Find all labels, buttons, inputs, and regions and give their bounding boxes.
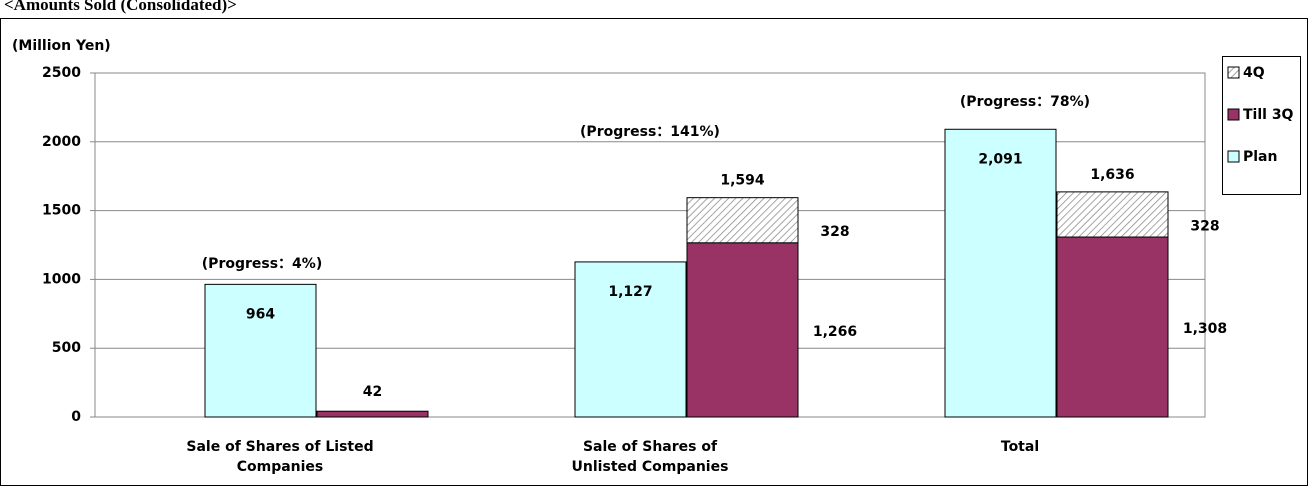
chart-title: <Amounts Sold (Consolidated)>: [4, 0, 237, 14]
bar: [574, 261, 687, 418]
x-tick-label: Total: [1001, 439, 1039, 455]
bar: [204, 283, 317, 418]
value-label: 1,308: [1183, 321, 1227, 337]
y-tick-label: 0: [71, 409, 81, 425]
legend-swatch: [1227, 150, 1240, 163]
value-label: 1,266: [813, 324, 857, 340]
y-tick-label: 2000: [42, 134, 81, 150]
y-tick-label: 1500: [42, 203, 81, 219]
bar: [1056, 191, 1169, 238]
value-label: 1,127: [608, 284, 652, 300]
y-tick-label: 1000: [42, 271, 81, 287]
value-label: 328: [820, 224, 849, 240]
y-tick-label: 500: [52, 340, 81, 356]
total-label: 1,636: [1090, 167, 1134, 183]
value-label: 42: [363, 384, 382, 400]
legend-label: Till 3Q: [1243, 107, 1294, 123]
bar: [1056, 236, 1169, 418]
x-tick-label: Sale of Shares of: [583, 439, 718, 455]
legend-swatch: [1227, 108, 1240, 121]
legend-swatch: [1227, 66, 1240, 79]
annotation: (Progress：4%): [202, 256, 322, 272]
total-label: 1,594: [720, 173, 765, 189]
bar: [686, 197, 799, 244]
x-tick-label: Companies: [237, 459, 324, 475]
annotation: (Progress：141%): [580, 124, 720, 140]
value-label: 2,091: [978, 151, 1022, 167]
value-label: 328: [1190, 218, 1219, 234]
legend-label: Plan: [1243, 149, 1277, 165]
y-tick-label: 2500: [42, 65, 81, 81]
bar: [686, 242, 799, 418]
bar: [316, 410, 429, 418]
x-tick-label: Unlisted Companies: [572, 459, 729, 475]
bar: [944, 128, 1057, 418]
legend-label: 4Q: [1243, 65, 1265, 81]
annotation: (Progress：78%): [960, 94, 1090, 110]
x-tick-label: Sale of Shares of Listed: [186, 439, 373, 455]
y-axis-label: (Million Yen): [12, 38, 111, 54]
legend: [1222, 56, 1301, 195]
value-label: 964: [246, 306, 275, 322]
